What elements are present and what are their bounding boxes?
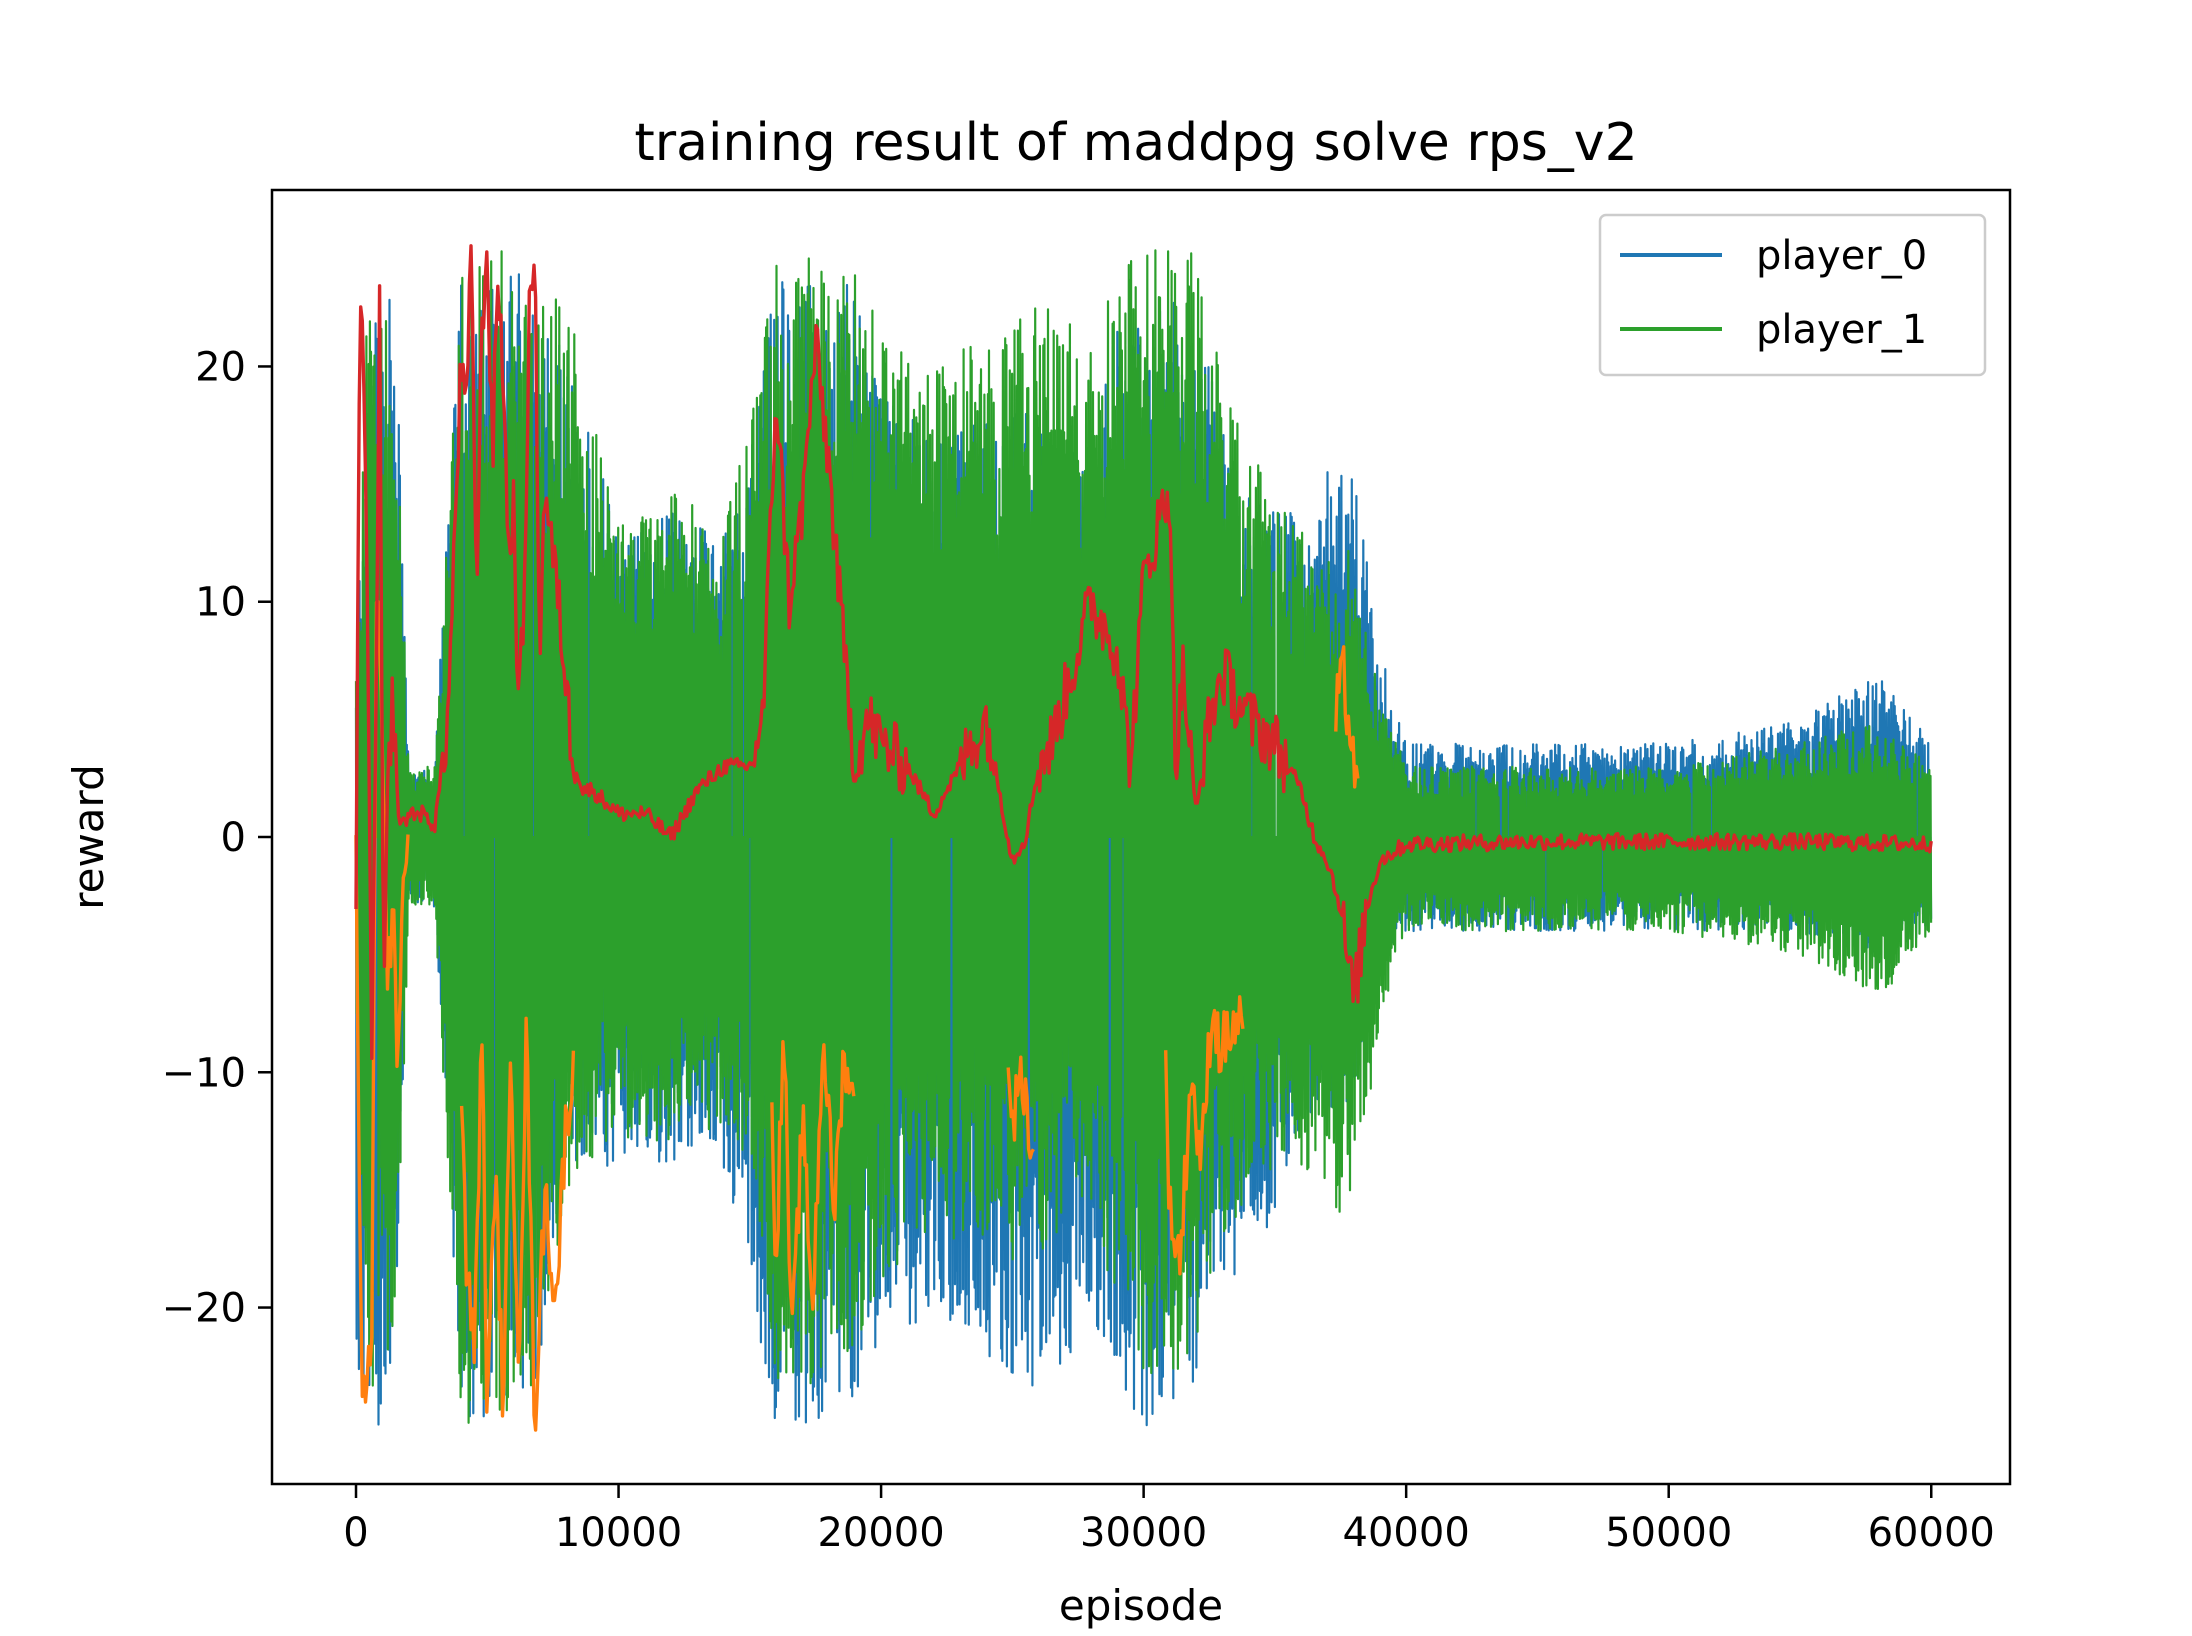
- series-player-1-line: [354, 249, 1933, 1424]
- x-tick-label: 40000: [1343, 1510, 1470, 1556]
- x-tick-label: 60000: [1868, 1510, 1995, 1556]
- x-tick-label: 0: [343, 1510, 368, 1556]
- y-tick-label: −10: [162, 1050, 246, 1096]
- x-axis-label: episode: [1059, 1581, 1223, 1630]
- x-tick-label: 50000: [1605, 1510, 1732, 1556]
- legend-label-player-1: player_1: [1756, 307, 1927, 353]
- plot-area: [354, 244, 1933, 1432]
- y-tick-label: 10: [195, 580, 246, 626]
- x-tick-label: 30000: [1080, 1510, 1207, 1556]
- y-tick-label: 20: [195, 344, 246, 390]
- x-tick-label: 10000: [555, 1510, 682, 1556]
- legend: player_0 player_1: [1598, 213, 1987, 377]
- series-series-4-line: [354, 244, 1933, 1060]
- x-tick-label: 20000: [817, 1510, 944, 1556]
- chart-title: training result of maddpg solve rps_v2: [634, 113, 1637, 173]
- y-axis-label: reward: [64, 764, 113, 909]
- y-tick-label: −20: [162, 1286, 246, 1332]
- legend-label-player-0: player_0: [1756, 233, 1927, 279]
- axes: 0 10000 20000 30000 40000 50000 60000 −20 −10 0 10…: [162, 344, 1995, 1556]
- y-tick-label: 0: [221, 815, 246, 861]
